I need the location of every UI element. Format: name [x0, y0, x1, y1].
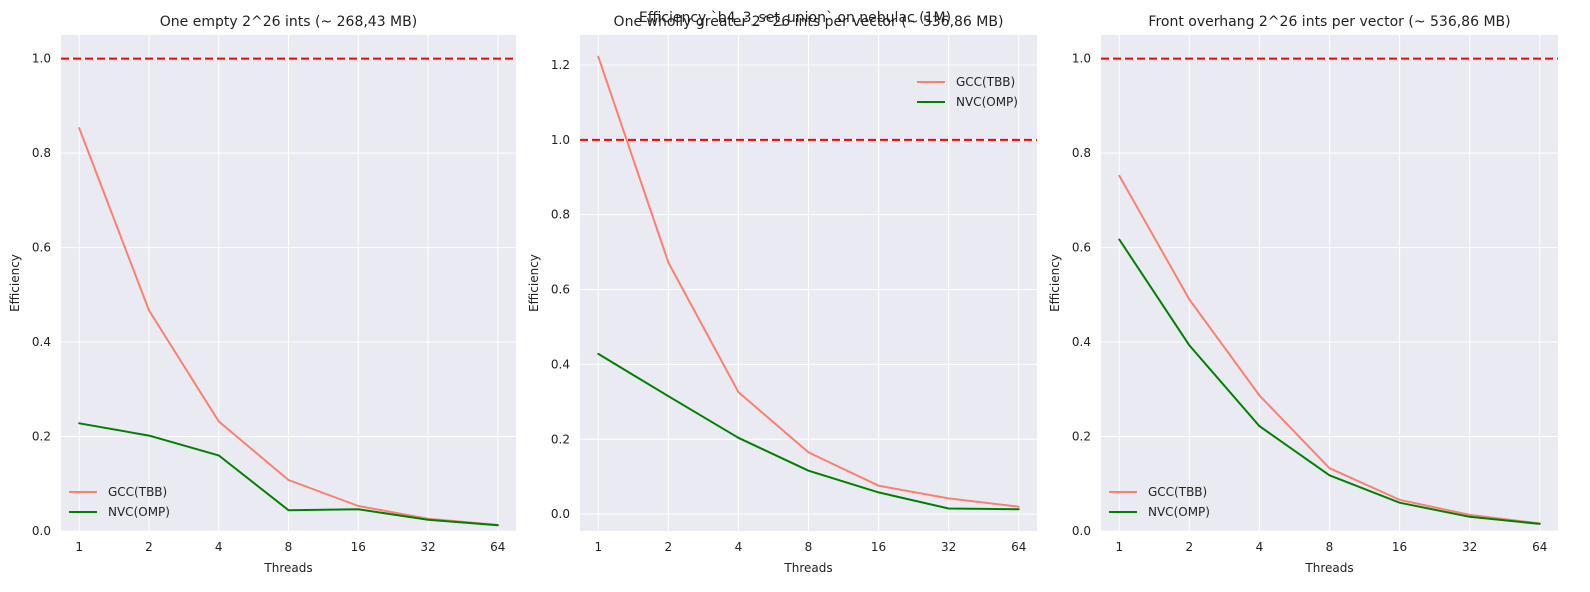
series-line-gcc-tbb — [597, 55, 1020, 508]
y-axis-label: Efficiency — [8, 254, 22, 312]
y-tick-label: 0.6 — [551, 283, 570, 297]
y-tick-label: 0.0 — [1072, 524, 1091, 538]
x-tick-label: 4 — [215, 540, 223, 554]
y-tick-label: 0.8 — [1072, 146, 1091, 160]
x-tick-label: 64 — [1011, 540, 1026, 554]
series-line-nvc-omp — [78, 422, 499, 527]
x-tick-label: 4 — [1256, 540, 1264, 554]
series-line-nvc-omp — [1118, 238, 1541, 525]
x-tick-label: 64 — [490, 540, 505, 554]
y-tick-label: 0.2 — [32, 430, 51, 444]
y-tick-label: 1.0 — [1072, 52, 1091, 66]
y-tick-label: 0.8 — [551, 208, 570, 222]
panel-2: One wholly greater 2^26 ints per vector … — [527, 14, 1037, 575]
x-tick-label: 2 — [145, 540, 153, 554]
figure-suptitle: Efficiency `b4_3_set_union` on nebulac (… — [639, 10, 951, 26]
y-tick-label: 0.6 — [1072, 241, 1091, 255]
y-tick-label: 0.2 — [551, 432, 570, 446]
x-tick-label: 1 — [1115, 540, 1123, 554]
y-tick-label: 1.2 — [551, 58, 570, 72]
y-tick-label: 0.4 — [1072, 335, 1091, 349]
legend-label: GCC(TBB) — [1148, 485, 1207, 499]
panel-title: One empty 2^26 ints (~ 268,43 MB) — [160, 14, 417, 30]
panel-title: Front overhang 2^26 ints per vector (~ 5… — [1148, 14, 1510, 30]
legend-label: GCC(TBB) — [108, 485, 167, 499]
x-tick-label: 1 — [75, 540, 83, 554]
x-axis-label: Threads — [263, 561, 312, 575]
x-tick-label: 16 — [351, 540, 366, 554]
x-tick-label: 8 — [1326, 540, 1334, 554]
y-axis-label: Efficiency — [1048, 254, 1062, 312]
x-tick-label: 2 — [665, 540, 673, 554]
y-tick-label: 0.0 — [32, 524, 51, 538]
x-tick-label: 1 — [594, 540, 602, 554]
x-tick-label: 16 — [1392, 540, 1407, 554]
x-tick-label: 8 — [805, 540, 813, 554]
y-tick-label: 0.2 — [1072, 430, 1091, 444]
x-tick-label: 16 — [871, 540, 886, 554]
x-tick-label: 4 — [735, 540, 743, 554]
y-tick-label: 1.0 — [32, 52, 51, 66]
panel-title: One wholly greater 2^26 ints per vector … — [614, 14, 1004, 30]
legend-label: NVC(OMP) — [956, 95, 1018, 109]
y-tick-label: 0.8 — [32, 146, 51, 160]
series-line-gcc-tbb — [1118, 174, 1541, 525]
x-tick-label: 32 — [1462, 540, 1477, 554]
x-axis-label: Threads — [783, 561, 832, 575]
y-tick-label: 0.4 — [551, 357, 570, 371]
legend-label: NVC(OMP) — [108, 505, 170, 519]
x-tick-label: 32 — [941, 540, 956, 554]
series-line-nvc-omp — [597, 352, 1020, 511]
x-tick-label: 2 — [1186, 540, 1194, 554]
y-tick-label: 0.6 — [32, 241, 51, 255]
x-tick-label: 8 — [285, 540, 293, 554]
x-tick-label: 64 — [1532, 540, 1547, 554]
panel-1: One empty 2^26 ints (~ 268,43 MB) Thread… — [8, 14, 516, 575]
y-tick-label: 0.4 — [32, 335, 51, 349]
x-axis-label: Threads — [1304, 561, 1353, 575]
legend-label: NVC(OMP) — [1148, 505, 1210, 519]
legend-label: GCC(TBB) — [956, 75, 1015, 89]
y-tick-label: 0.0 — [551, 507, 570, 521]
panel-3: Front overhang 2^26 ints per vector (~ 5… — [1048, 14, 1558, 575]
y-axis-label: Efficiency — [527, 254, 541, 312]
y-tick-label: 1.0 — [551, 133, 570, 147]
x-tick-label: 32 — [420, 540, 435, 554]
